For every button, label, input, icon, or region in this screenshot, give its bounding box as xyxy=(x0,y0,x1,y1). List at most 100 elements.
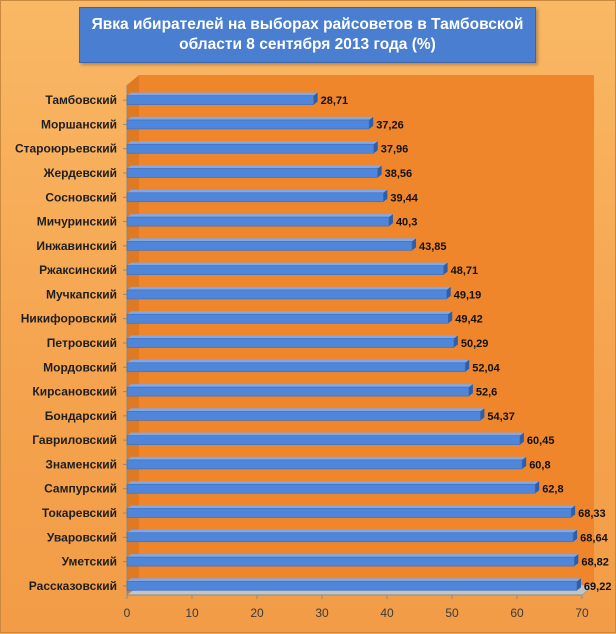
bar-side-face xyxy=(522,456,527,469)
bar xyxy=(126,532,574,543)
bar-top-face xyxy=(127,481,540,485)
data-label: 43,85 xyxy=(419,241,447,253)
category-label: Сампурский xyxy=(44,482,117,496)
bar-top-face xyxy=(127,141,378,145)
data-label: 68,33 xyxy=(578,508,606,520)
bar-top-face xyxy=(127,408,485,412)
category-label: Кирсановский xyxy=(32,385,117,399)
data-label: 37,96 xyxy=(381,144,409,156)
bar-side-face xyxy=(465,359,470,372)
bar xyxy=(126,338,455,348)
data-label: 28,71 xyxy=(321,95,349,107)
bar xyxy=(126,386,470,397)
data-label: 48,71 xyxy=(451,265,479,277)
bar-side-face xyxy=(573,529,578,542)
category-label: Моршанский xyxy=(41,117,117,131)
bar-side-face xyxy=(412,238,417,251)
bar-side-face xyxy=(576,578,581,591)
category-label: Гавриловский xyxy=(32,433,117,447)
x-tick-label: 50 xyxy=(445,606,459,620)
data-label: 62,8 xyxy=(542,484,563,496)
data-label: 49,19 xyxy=(454,289,482,301)
bar-side-face xyxy=(443,262,448,275)
category-label: Знаменский xyxy=(45,457,117,471)
bar-side-face xyxy=(388,214,393,227)
x-tick-label: 60 xyxy=(510,606,524,620)
x-tick-label: 20 xyxy=(250,606,264,620)
data-label: 52,6 xyxy=(476,387,497,399)
category-label: Рассказовский xyxy=(29,579,117,593)
chart-title-box: Явка ибирателей на выборах райсоветов в … xyxy=(79,7,536,63)
bar-top-face xyxy=(127,335,458,339)
bar-top-face xyxy=(127,286,451,290)
bar xyxy=(126,313,449,324)
bar-top-face xyxy=(127,578,581,582)
bar-top-face xyxy=(127,432,524,436)
bar-side-face xyxy=(313,92,318,105)
bar-top-face xyxy=(127,92,318,96)
category-label: Петровский xyxy=(47,336,117,350)
data-label: 49,42 xyxy=(455,314,483,326)
x-tick-label: 70 xyxy=(575,606,589,620)
data-label: 54,37 xyxy=(487,411,515,423)
bar xyxy=(126,556,575,567)
x-tick-label: 30 xyxy=(315,606,329,620)
bar xyxy=(126,508,572,518)
bar-side-face xyxy=(453,335,458,348)
data-label: 60,45 xyxy=(527,435,555,447)
bar xyxy=(126,362,466,373)
bar-top-face xyxy=(127,505,576,509)
bar-top-face xyxy=(127,189,388,193)
bar-side-face xyxy=(480,408,485,421)
x-tick-label: 10 xyxy=(185,606,199,620)
category-label: Инжавинский xyxy=(36,239,117,253)
data-label: 68,82 xyxy=(581,557,609,569)
category-label: Сосновский xyxy=(45,190,117,204)
x-tick-label: 0 xyxy=(124,606,131,620)
bar-top-face xyxy=(127,262,448,266)
bar-side-face xyxy=(383,189,388,202)
data-label: 40,3 xyxy=(396,217,417,229)
bar-top-face xyxy=(127,238,417,242)
x-tick-label: 40 xyxy=(380,606,394,620)
bar-top-face xyxy=(127,456,527,460)
bar xyxy=(126,459,523,470)
category-label: Жердевский xyxy=(43,166,117,180)
bar-top-face xyxy=(127,214,393,218)
bar xyxy=(126,192,384,203)
bar-side-face xyxy=(519,432,524,445)
chart-title: Явка ибирателей на выборах райсоветов в … xyxy=(91,16,524,53)
category-label: Бондарский xyxy=(45,409,117,423)
bar xyxy=(126,168,378,178)
category-label: Мичуринский xyxy=(37,215,117,229)
bar-side-face xyxy=(369,116,374,129)
bar xyxy=(126,216,390,227)
category-label: Ржаксинский xyxy=(39,263,117,277)
bar xyxy=(126,119,370,130)
data-label: 38,56 xyxy=(385,168,413,180)
data-label: 52,04 xyxy=(472,362,500,374)
category-label: Мучкапский xyxy=(46,287,117,301)
data-label: 39,44 xyxy=(390,192,418,204)
bar-side-face xyxy=(448,311,453,324)
category-label: Мордовский xyxy=(43,360,117,374)
bar-side-face xyxy=(571,505,576,518)
bar-top-face xyxy=(127,311,453,315)
data-label: 69,22 xyxy=(584,581,612,593)
bar xyxy=(126,143,375,154)
bar-side-face xyxy=(377,165,382,178)
bar-top-face xyxy=(127,554,579,558)
bar-top-face xyxy=(127,116,374,120)
bar-top-face xyxy=(127,359,470,363)
data-label: 68,64 xyxy=(580,532,608,544)
bar-side-face xyxy=(446,286,451,299)
bar-side-face xyxy=(373,141,378,154)
category-label: Уваровский xyxy=(47,530,117,544)
bar-top-face xyxy=(127,165,382,169)
bar xyxy=(126,483,536,494)
bar xyxy=(126,411,481,421)
data-label: 37,26 xyxy=(376,119,404,131)
bar xyxy=(126,241,413,251)
bar xyxy=(126,435,521,445)
